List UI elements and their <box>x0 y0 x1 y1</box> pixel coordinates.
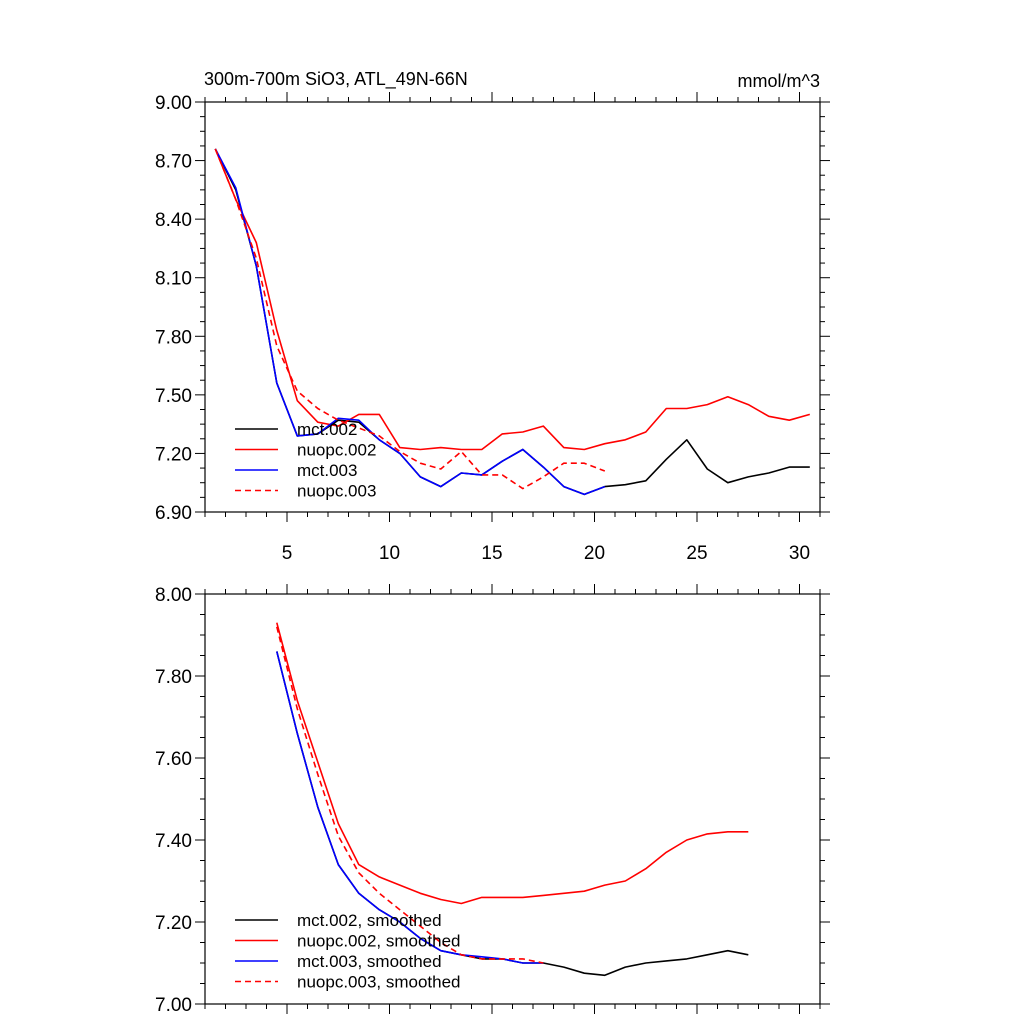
x-tick-label: 5 <box>282 543 293 564</box>
y-tick-label: 7.80 <box>155 667 192 688</box>
y-tick-label: 8.40 <box>155 210 192 231</box>
legend-label: nuopc.002 <box>297 441 376 460</box>
y-tick-label: 7.20 <box>155 444 192 465</box>
y-tick-label: 7.00 <box>155 995 192 1016</box>
chart-title: 300m-700m SiO3, ATL_49N-66N <box>204 69 468 90</box>
series-line-mct-003 <box>214 148 606 496</box>
legend-label: nuopc.003, smoothed <box>297 973 461 992</box>
x-tick-label: 25 <box>686 543 707 564</box>
y-tick-label: 7.20 <box>155 913 192 934</box>
x-tick-label: 10 <box>379 543 400 564</box>
legend-label: mct.002 <box>297 420 357 439</box>
x-tick-label: 15 <box>481 543 502 564</box>
y-tick-label: 8.70 <box>155 152 192 173</box>
series-line-nuopc-002 <box>214 148 811 451</box>
y-tick-label: 8.00 <box>155 585 192 606</box>
series-line-nuopc-002-smoothed <box>276 622 749 905</box>
legend-label: nuopc.003 <box>297 482 376 501</box>
y-tick-label: 7.50 <box>155 386 192 407</box>
x-tick-label: 20 <box>584 543 605 564</box>
series-line-mct-003-smoothed <box>276 651 544 964</box>
y-tick-label: 7.80 <box>155 327 192 348</box>
legend-label: nuopc.002, smoothed <box>297 932 461 951</box>
x-tick-label: 30 <box>789 543 810 564</box>
units-label: mmol/m^3 <box>738 71 820 91</box>
series-line-nuopc-003-smoothed <box>276 626 544 964</box>
legend-label: mct.003 <box>297 461 357 480</box>
y-tick-label: 7.60 <box>155 749 192 770</box>
y-tick-label: 9.00 <box>155 93 192 114</box>
series-line-nuopc-003 <box>214 148 606 490</box>
y-tick-label: 7.40 <box>155 831 192 852</box>
legend-label: mct.003, smoothed <box>297 952 442 971</box>
legend-label: mct.002, smoothed <box>297 911 442 930</box>
y-tick-label: 6.90 <box>155 503 192 524</box>
y-tick-label: 8.10 <box>155 269 192 290</box>
